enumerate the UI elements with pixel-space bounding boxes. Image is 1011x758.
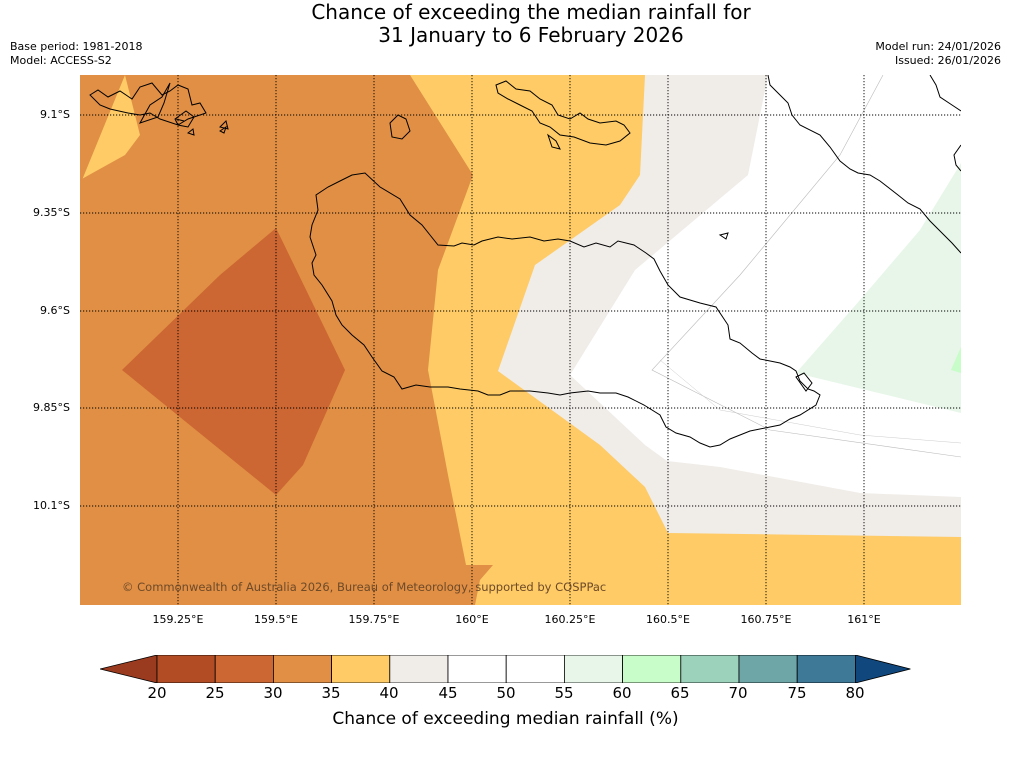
colorbar-segment-75_80 xyxy=(796,655,856,683)
lon-label-3: 159.75°E xyxy=(348,613,400,626)
colorbar-tick-40: 40 xyxy=(379,684,399,702)
lat-label-3: 9.6°S xyxy=(40,304,70,317)
colorbar-label: Chance of exceeding median rainfall (%) xyxy=(332,709,679,729)
model-text: Model: ACCESS-S2 xyxy=(10,54,112,67)
coast-florida xyxy=(495,80,631,146)
lon-label-5: 160.25°E xyxy=(544,613,596,626)
base-period-text: Base period: 1981-2018 xyxy=(10,40,143,53)
colorbar-tick-30: 30 xyxy=(263,684,283,702)
colorbar-segment-70_75 xyxy=(738,655,798,683)
coast-santa-isabel xyxy=(89,82,207,126)
colorbar-tick-35: 35 xyxy=(321,684,341,702)
lon-label-1: 159.25°E xyxy=(152,613,204,626)
issued-text: Issued: 26/01/2026 xyxy=(894,54,1001,67)
zone-60-65 xyxy=(951,347,961,373)
zone-45-55 xyxy=(570,75,961,497)
colorbar-segment-35_40 xyxy=(331,655,391,683)
lat-label-2: 9.35°S xyxy=(33,206,70,219)
lon-label-4: 160°E xyxy=(455,613,489,626)
lat-label-5: 10.1°S xyxy=(33,499,70,512)
map-title-line1: Chance of exceeding the median rainfall … xyxy=(311,0,751,24)
colorbar-tick-45: 45 xyxy=(438,684,458,702)
zone-30-35-top xyxy=(80,75,125,185)
lon-label-8: 161°E xyxy=(847,613,881,626)
colorbar-segment-45_50 xyxy=(447,655,507,683)
colorbar-tick-50: 50 xyxy=(496,684,516,702)
colorbar-segment-20_25 xyxy=(156,655,216,683)
colorbar-tick-60: 60 xyxy=(612,684,632,702)
colorbar-tick-25: 25 xyxy=(205,684,225,702)
map-title-line2: 31 January to 6 February 2026 xyxy=(378,23,684,47)
colorbar-segment-65_70 xyxy=(680,655,740,683)
colorbar-segment-50_55 xyxy=(505,655,565,683)
meta-left: Base period: 1981-2018 Model: ACCESS-S2 xyxy=(10,40,142,68)
lon-label-2: 159.5°E xyxy=(254,613,298,626)
colorbar-segment-25_30 xyxy=(214,655,274,683)
coast-malaita xyxy=(767,75,961,254)
colorbar-arrow-low xyxy=(100,655,158,683)
colorbar-tick-20: 20 xyxy=(147,684,167,702)
copyright-text: © Commonwealth of Australia 2026, Bureau… xyxy=(122,580,606,594)
zone-55-60 xyxy=(796,163,961,413)
colorbar xyxy=(100,655,911,683)
lat-label-4: 9.85°S xyxy=(33,401,70,414)
rainfall-map: © Commonwealth of Australia 2026, Bureau… xyxy=(80,75,961,605)
colorbar-tick-55: 55 xyxy=(554,684,574,702)
lat-label-1: 9.1°S xyxy=(40,108,70,121)
colorbar-segment-55_60 xyxy=(563,655,623,683)
coast-guadalcanal xyxy=(309,172,821,448)
zone-25-30 xyxy=(122,228,345,495)
colorbar-segment-60_65 xyxy=(622,655,682,683)
colorbar-tick-65: 65 xyxy=(670,684,690,702)
lon-label-7: 160.75°E xyxy=(740,613,792,626)
colorbar-segment-40_45 xyxy=(389,655,449,683)
colorbar-tick-75: 75 xyxy=(787,684,807,702)
colorbar-segment-30_35 xyxy=(272,655,332,683)
colorbar-tick-70: 70 xyxy=(728,684,748,702)
colorbar-arrow-high xyxy=(855,655,911,683)
meta-right: Model run: 24/01/2026 Issued: 26/01/2026 xyxy=(875,40,1001,68)
colorbar-tick-80: 80 xyxy=(845,684,865,702)
model-run-text: Model run: 24/01/2026 xyxy=(875,40,1001,53)
lon-label-6: 160.5°E xyxy=(646,613,690,626)
